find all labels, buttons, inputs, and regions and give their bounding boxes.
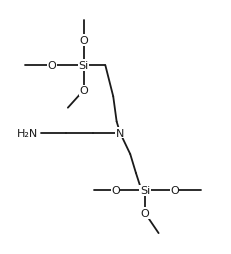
Text: H₂N: H₂N [17,128,38,138]
Text: O: O [79,86,88,96]
Text: Si: Si [140,186,150,196]
Text: O: O [170,186,179,196]
Text: O: O [48,61,56,71]
Text: N: N [116,128,124,138]
Text: O: O [141,208,149,218]
Text: Si: Si [79,61,89,71]
Text: O: O [111,186,120,196]
Text: O: O [79,36,88,46]
